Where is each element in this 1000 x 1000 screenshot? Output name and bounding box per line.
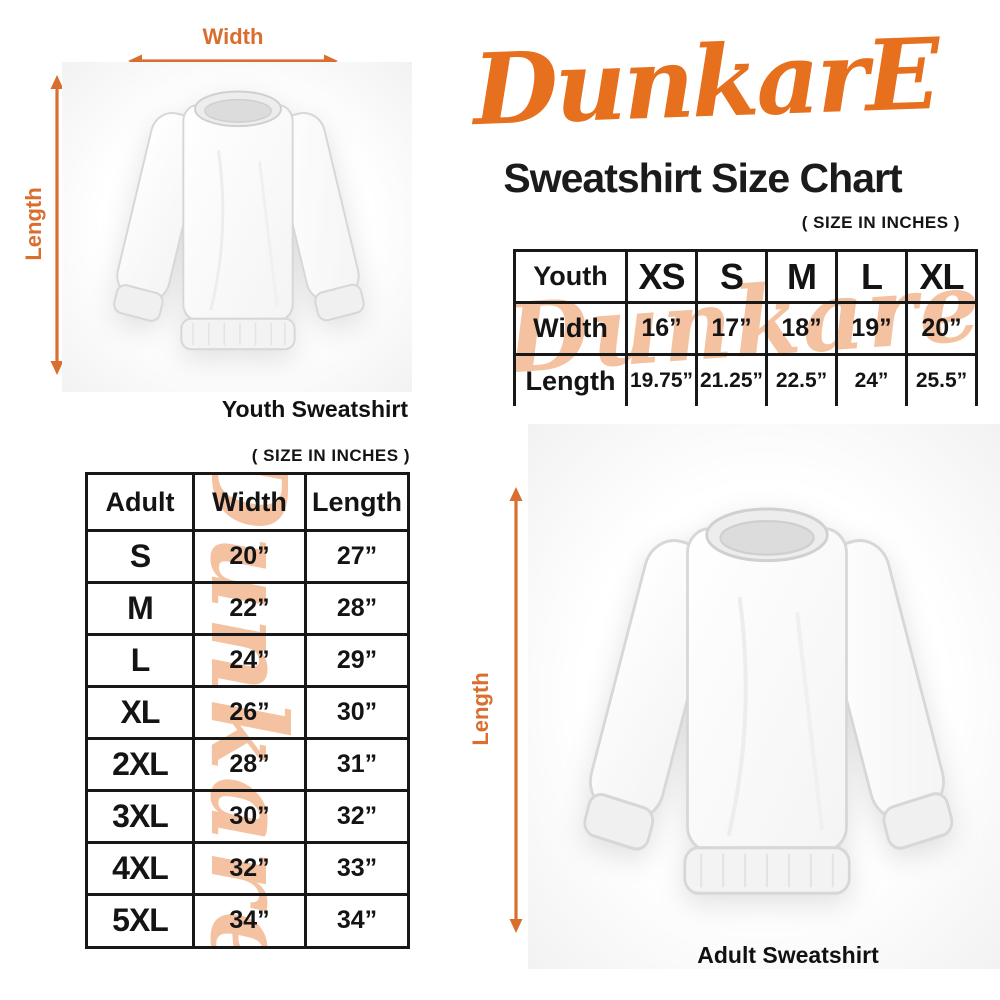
table-cell: 22”: [192, 581, 307, 637]
table-cell: XL: [905, 249, 978, 304]
table-cell: 18”: [765, 301, 838, 356]
table-cell: 4XL: [85, 840, 195, 896]
table-cell: Width: [192, 472, 307, 533]
youth-width-label: Width: [202, 24, 264, 49]
youth-length-label: Length: [21, 187, 46, 261]
table-cell: 24”: [835, 353, 908, 406]
table-cell: 20”: [905, 301, 978, 356]
adult-size-table: Dunkare Adult Width Length S 20” 27” M 2…: [85, 472, 410, 949]
table-cell: 32”: [192, 840, 307, 896]
table-cell: Youth: [513, 249, 628, 304]
table-cell: 26”: [192, 685, 307, 741]
table-cell: 19.75”: [625, 353, 698, 406]
table-cell: 28”: [192, 737, 307, 793]
youth-size-table: Dunkare Youth XS S M L XL Width 16” 17” …: [513, 249, 978, 406]
table-cell: Adult: [85, 472, 195, 533]
units-note-top: ( SIZE IN INCHES ): [801, 213, 960, 232]
table-cell: 34”: [192, 892, 307, 949]
table-cell: 3XL: [85, 789, 195, 844]
youth-length-arrow-icon: [50, 75, 64, 375]
table-cell: 32”: [304, 789, 410, 844]
table-cell: 20”: [192, 529, 307, 585]
table-cell: 25.5”: [905, 353, 978, 406]
table-cell: Width: [513, 301, 628, 356]
table-cell: M: [85, 581, 195, 637]
table-cell: S: [695, 249, 768, 304]
table-cell: 22.5”: [765, 353, 838, 406]
units-note-adult: ( SIZE IN INCHES ): [251, 446, 410, 465]
table-cell: 24”: [192, 633, 307, 689]
table-cell: M: [765, 249, 838, 304]
table-cell: L: [85, 633, 195, 689]
table-cell: S: [85, 529, 195, 585]
table-cell: Length: [513, 353, 628, 406]
youth-sweatshirt-image: [113, 90, 365, 351]
table-cell: 19”: [835, 301, 908, 356]
table-cell: 33”: [304, 840, 410, 896]
table-cell: 30”: [192, 789, 307, 844]
table-cell: 30”: [304, 685, 410, 741]
table-cell: 17”: [695, 301, 768, 356]
table-cell: 31”: [304, 737, 410, 793]
table-cell: 28”: [304, 581, 410, 637]
table-cell: 29”: [304, 633, 410, 689]
table-cell: XL: [85, 685, 195, 741]
table-cell: 16”: [625, 301, 698, 356]
adult-sweatshirt-image: [583, 507, 954, 895]
table-cell: XS: [625, 249, 698, 304]
table-cell: Length: [304, 472, 410, 533]
table-cell: 21.25”: [695, 353, 768, 406]
table-cell: 5XL: [85, 892, 195, 949]
adult-length-label: Length: [468, 672, 493, 746]
adult-length-arrow-icon: [509, 487, 523, 933]
table-cell: 34”: [304, 892, 410, 949]
page-title: Sweatshirt Size Chart: [503, 155, 902, 201]
adult-sweatshirt-caption: Adult Sweatshirt: [697, 942, 879, 968]
table-cell: 2XL: [85, 737, 195, 793]
table-cell: 27”: [304, 529, 410, 585]
table-cell: L: [835, 249, 908, 304]
youth-sweatshirt-caption: Youth Sweatshirt: [221, 396, 408, 422]
dunkare-logo: DunkarE: [471, 16, 939, 148]
